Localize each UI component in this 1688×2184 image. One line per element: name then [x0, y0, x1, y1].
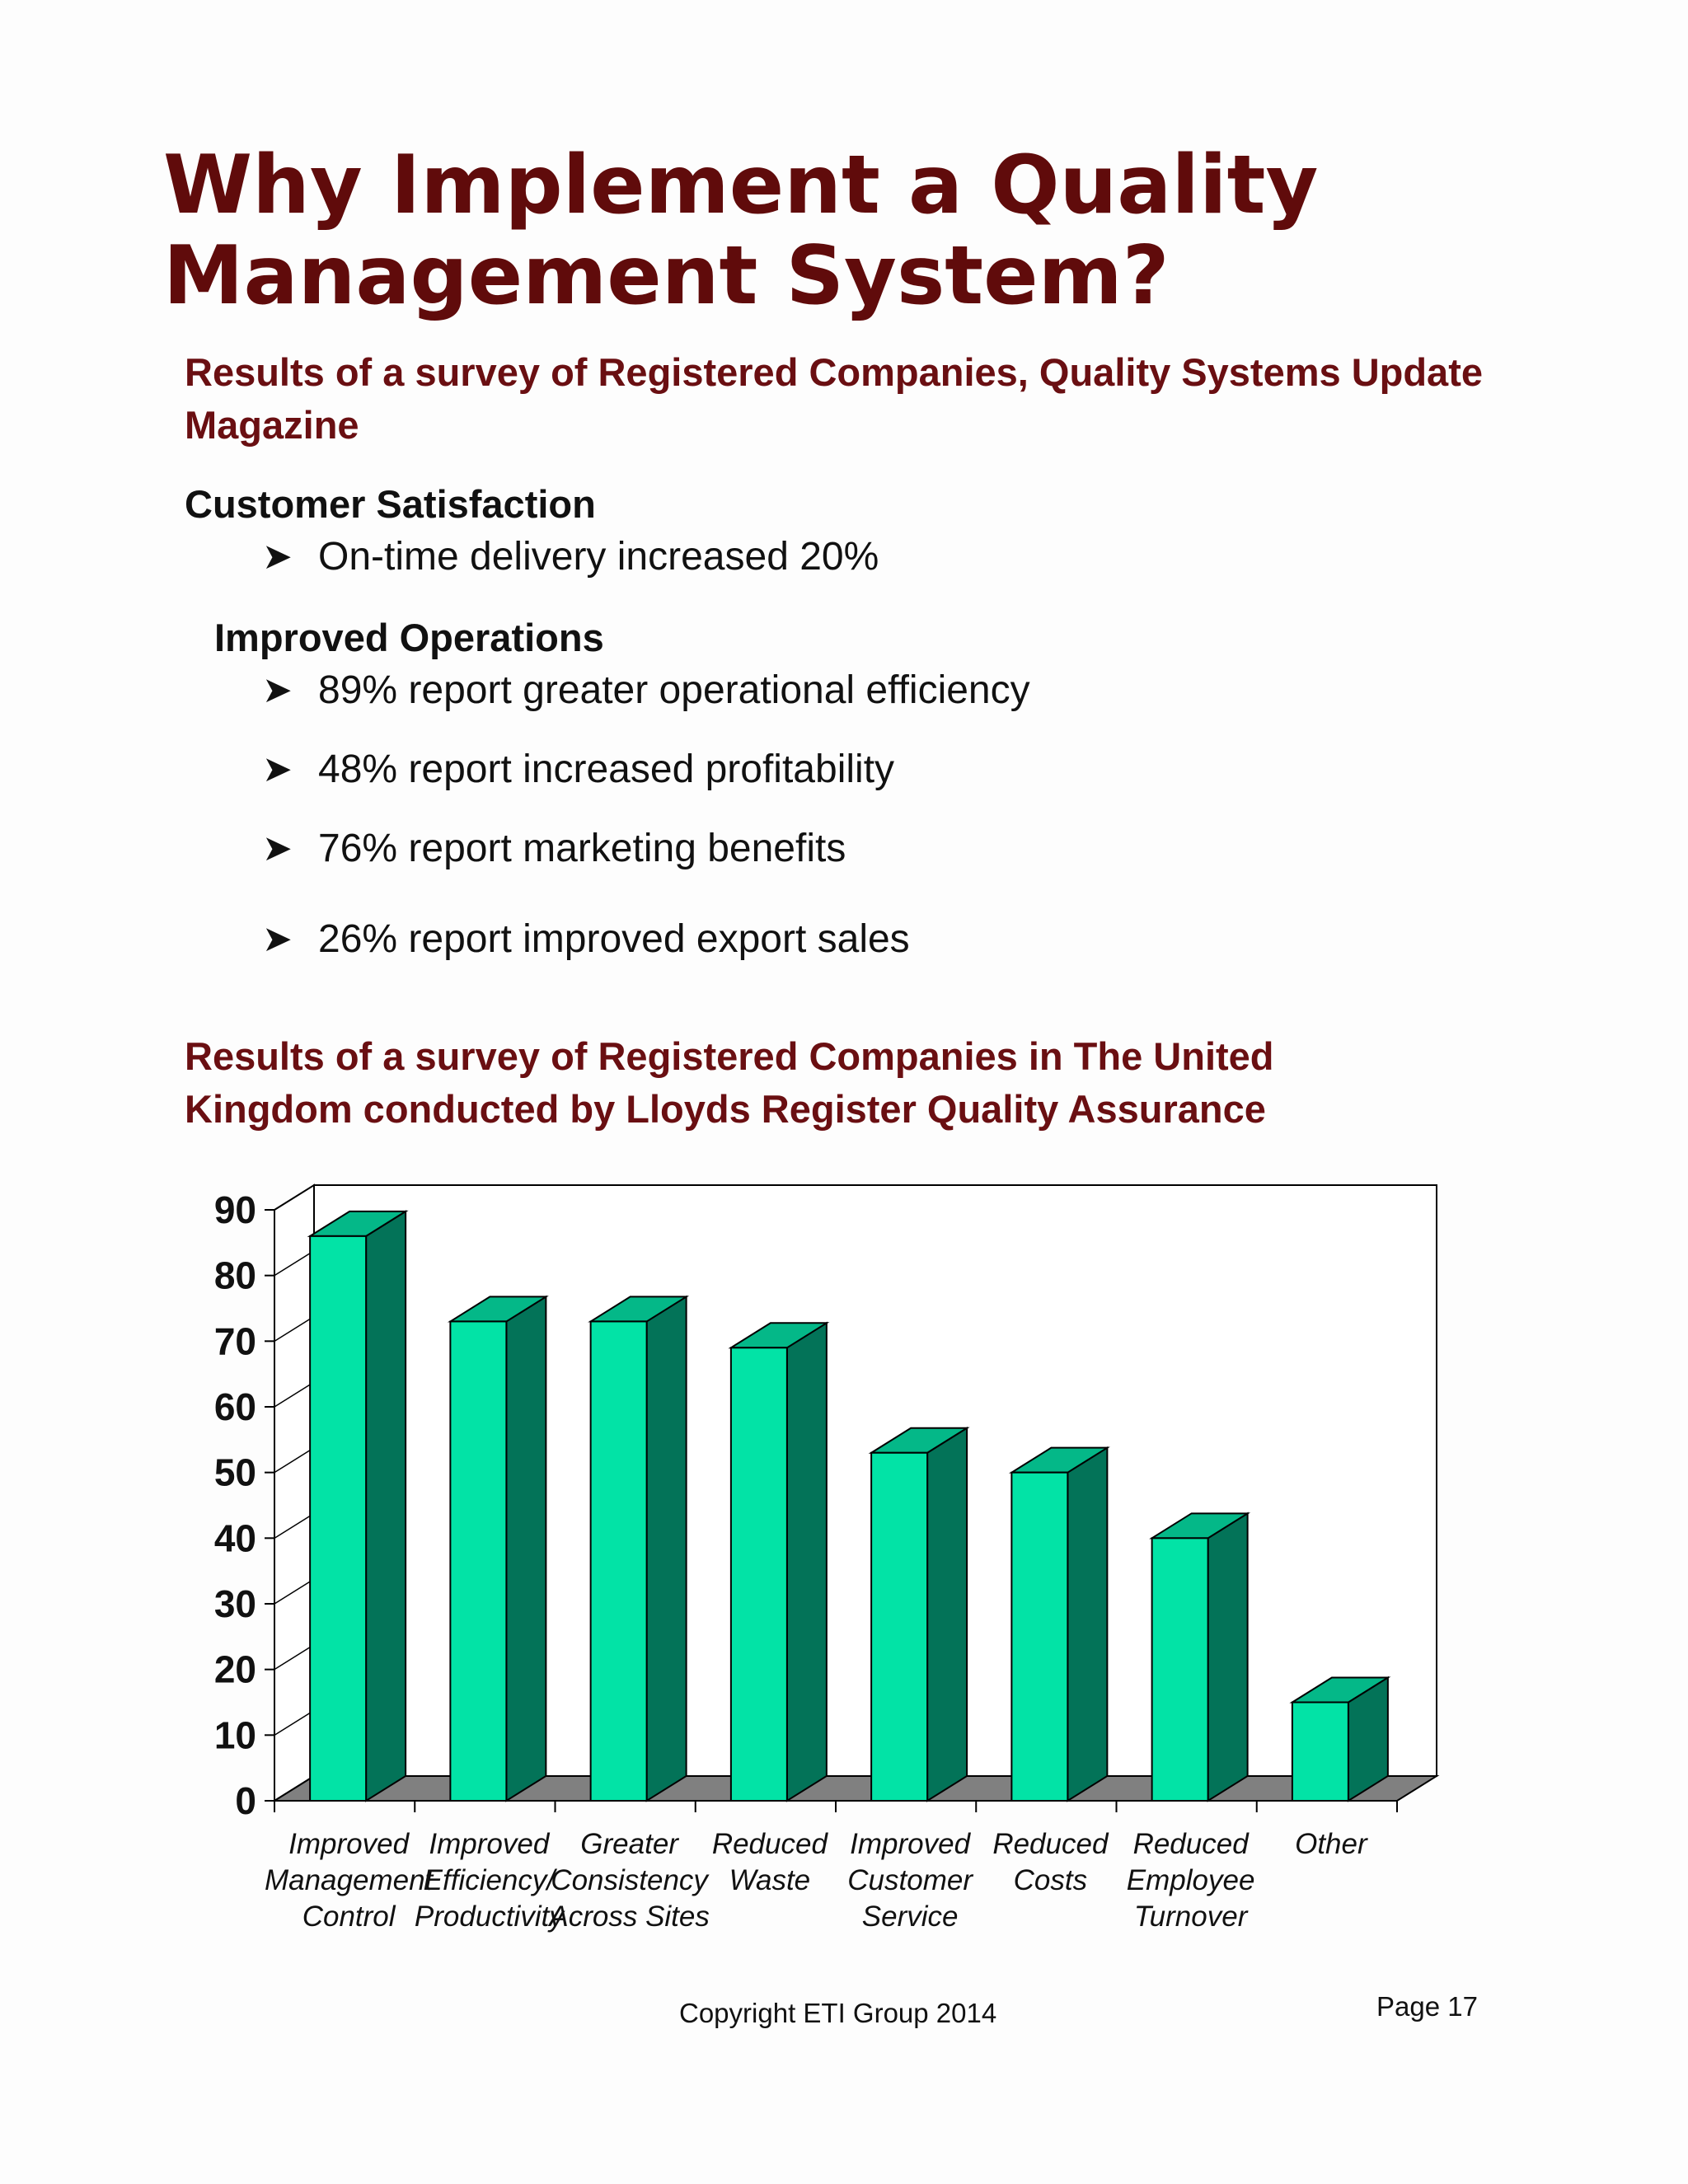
x-tick-label: Greater — [580, 1828, 679, 1860]
survey1-heading: Results of a survey of Registered Compan… — [185, 350, 1483, 447]
arrow-bullet-icon: ➤ — [262, 670, 293, 710]
improved-operations-heading: Improved Operations — [214, 616, 604, 659]
bar-side — [1067, 1446, 1109, 1802]
y-tick-label: 0 — [235, 1779, 256, 1822]
x-tick-label: Management — [265, 1864, 434, 1896]
y-tick-label: 90 — [214, 1188, 256, 1231]
x-tick-label: Improved — [429, 1828, 550, 1860]
bar-side — [645, 1295, 687, 1802]
bar — [1151, 1537, 1209, 1802]
y-tick-label: 80 — [214, 1254, 256, 1297]
bar-side — [365, 1210, 407, 1802]
list-item: ➤ 26% report improved export sales — [262, 916, 910, 962]
bullet-text: 89% report greater operational efficienc… — [318, 668, 1030, 712]
bullet-text: 26% report improved export sales — [318, 917, 910, 961]
x-tick-label: Improved — [850, 1828, 971, 1860]
x-tick-label: Across Sites — [547, 1900, 710, 1933]
arrow-bullet-icon: ➤ — [262, 919, 293, 959]
y-tick-label: 30 — [214, 1582, 256, 1625]
x-tick-label: Other — [1295, 1828, 1368, 1860]
bar-side — [1207, 1511, 1249, 1802]
chart-floor — [271, 1775, 1440, 1802]
y-tick-depth — [274, 1644, 315, 1671]
customer-satisfaction-heading: Customer Satisfaction — [185, 482, 596, 526]
y-tick-depth — [274, 1315, 315, 1342]
bar — [309, 1235, 368, 1802]
x-tick-label: Improved — [288, 1828, 410, 1860]
x-tick-label: Costs — [1014, 1864, 1087, 1896]
chart-side-wall — [274, 1183, 315, 1802]
y-tick-label: 20 — [214, 1648, 256, 1691]
bullet-text: On-time delivery increased 20% — [318, 535, 879, 579]
page-number: Page 17 — [1376, 1991, 1478, 2022]
bar — [589, 1320, 648, 1802]
x-tick-label: Turnover — [1134, 1900, 1249, 1933]
y-tick-depth — [274, 1578, 315, 1605]
y-tick-depth — [274, 1250, 315, 1277]
bar — [870, 1451, 929, 1802]
x-tick-label: Productivity — [415, 1900, 565, 1933]
y-tick-depth — [274, 1184, 315, 1211]
bar — [1010, 1471, 1069, 1802]
bar — [1291, 1701, 1349, 1802]
bullet-text: 76% report marketing benefits — [318, 827, 846, 870]
y-tick-depth — [274, 1512, 315, 1539]
y-tick-depth — [274, 1775, 315, 1802]
x-tick-label: Service — [862, 1900, 959, 1933]
y-tick-label: 60 — [214, 1385, 256, 1428]
y-tick-depth — [274, 1381, 315, 1408]
x-tick-label: Efficiency/ — [424, 1864, 558, 1896]
arrow-bullet-icon: ➤ — [262, 537, 293, 577]
x-tick-label: Employee — [1127, 1864, 1255, 1896]
list-item: ➤ 48% report increased profitability — [262, 747, 894, 792]
x-tick-label: Reduced — [712, 1828, 829, 1860]
copyright-text: Copyright ETI Group 2014 — [679, 1998, 997, 2028]
x-tick-label: Reduced — [1133, 1828, 1250, 1860]
y-tick-label: 10 — [214, 1713, 256, 1756]
list-item: ➤ On-time delivery increased 20% — [262, 534, 879, 579]
arrow-bullet-icon: ➤ — [262, 749, 293, 790]
y-tick-label: 50 — [214, 1451, 256, 1494]
x-tick-label: Reduced — [992, 1828, 1109, 1860]
arrow-bullet-icon: ➤ — [262, 828, 293, 869]
x-tick-label: Customer — [847, 1864, 973, 1896]
bar-side — [505, 1295, 547, 1802]
x-tick-label: Waste — [729, 1864, 811, 1896]
y-tick-label: 40 — [214, 1516, 256, 1559]
y-tick-depth — [274, 1709, 315, 1736]
bar-side — [926, 1426, 968, 1802]
x-tick-label: Consistency — [551, 1864, 710, 1896]
list-item: ➤ 76% report marketing benefits — [262, 826, 846, 871]
page-title: Why Implement a Quality Management Syste… — [163, 138, 1319, 323]
list-item: ➤ 89% report greater operational efficie… — [262, 668, 1030, 713]
survey2-heading: Results of a survey of Registered Compan… — [185, 1034, 1274, 1131]
x-tick-label: Control — [302, 1900, 396, 1933]
bar — [449, 1320, 508, 1802]
bar — [729, 1347, 788, 1802]
y-tick-depth — [274, 1447, 315, 1474]
bullet-text: 48% report increased profitability — [318, 748, 895, 791]
bar-side — [785, 1321, 828, 1802]
y-tick-label: 70 — [214, 1319, 256, 1362]
